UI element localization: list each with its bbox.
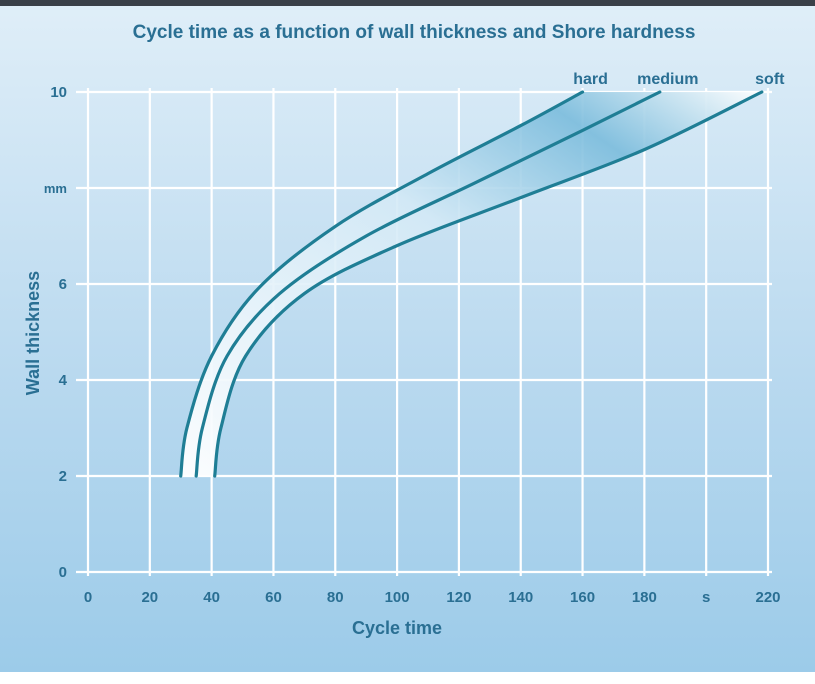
y-tick-label: 0 <box>59 564 67 581</box>
x-tick-label: 160 <box>570 589 595 606</box>
x-tick-label: 140 <box>508 589 533 606</box>
x-tick-label: 80 <box>327 589 344 606</box>
chart-title: Cycle time as a function of wall thickne… <box>133 22 696 43</box>
x-tick-label: 120 <box>446 589 471 606</box>
x-tick-label: s <box>702 589 710 606</box>
x-tick-label: 180 <box>632 589 657 606</box>
series-label-medium: medium <box>637 71 698 88</box>
top-bar <box>0 0 815 6</box>
y-tick-label: 4 <box>59 372 68 389</box>
series-line-medium <box>194 90 662 478</box>
series-line-soft <box>213 90 764 478</box>
x-tick-label: 0 <box>84 589 92 606</box>
series-labels: hard medium soft <box>573 71 785 88</box>
x-tick-label: 40 <box>203 589 220 606</box>
x-tick-labels: 0 20 40 60 80 100 120 140 160 180 s 220 <box>84 589 781 606</box>
x-tick-label: 220 <box>755 589 780 606</box>
y-tick-label: 6 <box>59 276 67 293</box>
y-tick-label: 2 <box>59 468 67 485</box>
series-label-soft: soft <box>755 71 785 88</box>
band-fill <box>180 92 762 476</box>
x-tick-label: 100 <box>385 589 410 606</box>
y-axis-label: Wall thickness <box>23 271 43 395</box>
x-tick-label: 20 <box>141 589 158 606</box>
series-label-hard: hard <box>573 71 608 88</box>
y-tick-label: mm <box>44 181 67 196</box>
y-tick-labels: 10 mm 6 4 2 0 <box>44 84 68 581</box>
hardness-band <box>180 92 762 476</box>
curves <box>179 90 764 478</box>
x-tick-label: 60 <box>265 589 282 606</box>
series-line-hard <box>179 90 585 478</box>
x-axis-label: Cycle time <box>352 618 442 638</box>
grid <box>76 88 772 576</box>
y-tick-label: 10 <box>50 84 67 101</box>
